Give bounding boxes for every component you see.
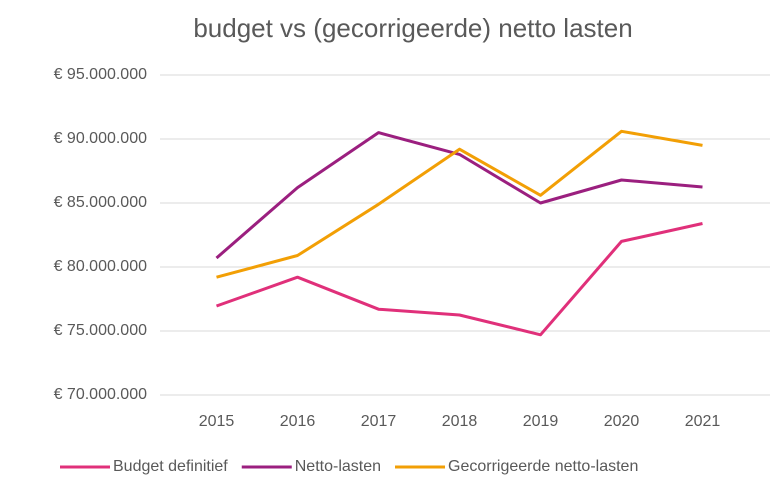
series-line [215,131,703,260]
y-tick-label: € 95.000.000 [54,66,148,83]
x-tick-label: 2015 [199,413,235,430]
x-tick-label: 2021 [685,413,721,430]
x-tick-label: 2017 [361,413,397,430]
x-tick-label: 2019 [523,413,559,430]
y-tick-label: € 75.000.000 [54,322,148,339]
legend-label: Netto-lasten [295,458,381,475]
legend-label: Budget definitief [113,458,228,475]
y-tick-label: € 70.000.000 [54,386,148,403]
y-tick-label: € 80.000.000 [54,258,148,275]
x-tick-label: 2016 [280,413,316,430]
legend-label: Gecorrigeerde netto-lasten [448,458,638,475]
series-line [215,222,703,337]
chart-title: budget vs (gecorrigeerde) netto lasten [193,13,632,43]
y-tick-label: € 90.000.000 [54,130,148,147]
x-tick-label: 2018 [442,413,478,430]
series-line [216,129,703,279]
y-tick-label: € 85.000.000 [54,194,148,211]
x-tick-label: 2020 [604,413,640,430]
